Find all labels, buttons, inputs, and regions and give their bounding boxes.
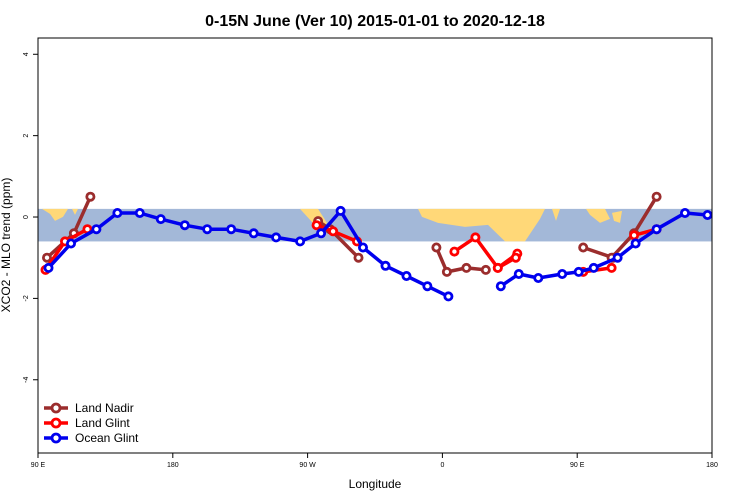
y-tick-label: -2 [23, 295, 30, 301]
y-axis: -4 -2 0 2 4 [23, 52, 38, 383]
legend-label: Land Glint [75, 416, 130, 430]
data-point [461, 262, 472, 273]
data-point [510, 252, 521, 263]
plot-area [38, 191, 733, 302]
y-tick-label: 2 [23, 134, 30, 138]
data-point [202, 224, 213, 235]
data-point [443, 291, 454, 302]
data-point [311, 220, 322, 231]
data-point [431, 242, 442, 253]
legend-marker [50, 402, 62, 414]
data-point [155, 214, 166, 225]
data-point [480, 264, 491, 275]
x-tick-label: 180 [706, 462, 718, 469]
y-tick-label: 4 [23, 52, 30, 56]
land-shape [586, 208, 610, 223]
legend-item: Land Glint [44, 416, 130, 430]
legend-marker [50, 432, 62, 444]
x-tick-label: 90 W [299, 462, 316, 469]
data-point [91, 224, 102, 235]
series-line [434, 246, 486, 274]
data-point [492, 262, 503, 273]
x-tick-label: 0 [440, 462, 444, 469]
x-tick-label: 90 E [570, 462, 585, 469]
data-point [42, 252, 53, 263]
legend-label: Land Nadir [75, 401, 134, 415]
series-ocean-glint [43, 205, 733, 302]
data-point [179, 220, 190, 231]
data-point [629, 230, 640, 241]
data-point [380, 260, 391, 271]
legend-item: Ocean Glint [44, 431, 139, 445]
data-point [533, 272, 544, 283]
land-shape [552, 208, 560, 221]
data-point [449, 246, 460, 257]
data-point [353, 252, 364, 263]
data-point [557, 268, 568, 279]
y-tick-label: 0 [23, 215, 30, 219]
data-point [606, 262, 617, 273]
x-tick-label: 90 E [31, 462, 46, 469]
legend-label: Ocean Glint [75, 431, 139, 445]
land-shape [42, 208, 68, 221]
data-point [702, 210, 712, 220]
data-point [248, 228, 259, 239]
y-axis-label: XCO2 - MLO trend (ppm) [0, 178, 13, 313]
data-point [66, 238, 77, 249]
data-point [470, 232, 481, 243]
land-shape [418, 208, 545, 242]
data-point [43, 262, 54, 273]
series-layer [40, 191, 733, 302]
data-point [495, 281, 506, 292]
data-point [651, 224, 662, 235]
data-point [316, 228, 327, 239]
plot-frame [37, 37, 713, 454]
data-point [328, 226, 339, 237]
data-point [134, 207, 145, 218]
y-tick-label: -4 [23, 377, 30, 383]
x-tick-label: 180 [167, 462, 179, 469]
data-point [271, 232, 282, 243]
data-point [85, 191, 96, 202]
legend-item: Land Nadir [44, 401, 134, 415]
data-point [578, 242, 589, 253]
data-point [573, 266, 584, 277]
data-point [680, 207, 691, 218]
land-shape [612, 210, 622, 223]
data-point [612, 252, 623, 263]
data-point [630, 238, 641, 249]
legend-marker [50, 417, 62, 429]
data-point [295, 236, 306, 247]
data-point [357, 242, 368, 253]
data-point [401, 270, 412, 281]
data-point [112, 207, 123, 218]
data-point [726, 218, 733, 225]
land-shape [72, 208, 78, 215]
data-point [226, 224, 237, 235]
data-point [441, 266, 452, 277]
data-point [513, 268, 524, 279]
data-point [422, 281, 433, 292]
data-point [651, 191, 662, 202]
x-axis: 90 E 180 90 W 0 90 E 180 [31, 453, 718, 469]
chart-title: 0-15N June (Ver 10) 2015-01-01 to 2020-1… [205, 13, 545, 30]
data-point [335, 205, 346, 216]
x-axis-label: Longitude [349, 477, 402, 491]
data-point [588, 262, 599, 273]
